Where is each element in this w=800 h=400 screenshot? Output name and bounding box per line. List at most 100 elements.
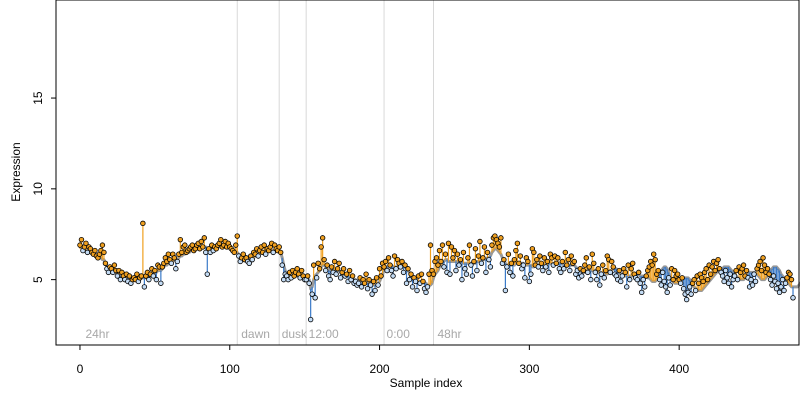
data-point [427, 242, 434, 248]
data-point [408, 271, 414, 277]
data-point [315, 260, 321, 266]
data-point [601, 275, 607, 281]
data-point [231, 249, 237, 256]
data-point [472, 246, 479, 252]
data-points [77, 220, 796, 323]
data-point [378, 273, 384, 279]
data-point [313, 275, 320, 281]
x-axis-title: Sample index [390, 376, 463, 390]
data-point [665, 275, 672, 281]
data-point [204, 271, 210, 277]
data-point [616, 267, 622, 274]
data-point [364, 286, 371, 292]
data-point [546, 269, 552, 276]
data-point [583, 255, 589, 261]
data-point [177, 236, 184, 243]
data-point [99, 242, 106, 248]
data-point [508, 260, 515, 266]
data-point [538, 260, 545, 266]
data-point [628, 266, 634, 272]
data-point [740, 262, 747, 268]
residual-segments [79, 223, 794, 320]
data-point [724, 275, 730, 281]
data-point [474, 267, 480, 274]
data-point [748, 276, 754, 283]
data-point [760, 255, 766, 261]
data-point [114, 273, 121, 279]
data-point [679, 275, 685, 281]
data-point [579, 273, 585, 279]
data-point [465, 255, 471, 261]
data-point [595, 266, 601, 272]
data-point [589, 251, 595, 257]
data-point [541, 255, 548, 261]
data-point [475, 253, 482, 259]
data-point [511, 256, 518, 263]
data-point [233, 242, 239, 248]
data-point [709, 264, 715, 270]
data-point [451, 247, 458, 254]
data-point [535, 264, 542, 270]
data-point [174, 258, 181, 265]
data-point [787, 271, 793, 277]
data-point [309, 291, 315, 297]
data-point [734, 276, 741, 283]
data-point [700, 278, 706, 285]
data-point [522, 275, 528, 281]
y-tick-label: 10 [31, 182, 45, 196]
data-point [460, 249, 467, 256]
data-point [778, 284, 784, 290]
data-point [782, 280, 789, 286]
data-point [568, 253, 575, 259]
data-point [514, 240, 521, 247]
data-point [624, 284, 630, 290]
data-point [610, 264, 616, 270]
data-point [337, 275, 344, 281]
data-point [600, 262, 606, 268]
data-point [751, 271, 757, 277]
data-point [582, 262, 588, 268]
data-point [376, 266, 383, 272]
data-point [591, 260, 597, 266]
data-point [363, 271, 369, 277]
data-point [399, 258, 405, 265]
data-point [369, 291, 375, 297]
data-point [721, 278, 727, 285]
data-point [83, 240, 89, 247]
data-point [140, 220, 146, 227]
data-point [468, 262, 474, 268]
data-point [607, 269, 613, 276]
data-point [655, 267, 661, 274]
data-point [695, 280, 702, 286]
data-point [373, 275, 380, 281]
data-point [504, 264, 510, 270]
data-point [343, 271, 350, 277]
data-point [559, 258, 566, 265]
data-point [598, 271, 604, 277]
data-point [249, 256, 255, 263]
data-point [355, 280, 362, 286]
annotation-label-0: 24hr [85, 327, 109, 341]
data-point [126, 273, 133, 279]
data-point [381, 264, 387, 270]
time-annotations: 24hr dawn dusk 12:00 0:00 48hr [85, 327, 461, 341]
data-point [537, 253, 543, 259]
data-point [609, 258, 615, 265]
data-point [366, 276, 372, 283]
data-point [101, 249, 107, 256]
data-point [634, 276, 640, 283]
data-point [454, 251, 461, 257]
data-point [553, 260, 560, 266]
data-point [501, 256, 507, 263]
data-point [728, 284, 735, 290]
data-point [77, 242, 83, 248]
data-point [712, 267, 718, 274]
data-point [656, 276, 663, 283]
data-point [261, 242, 267, 248]
data-point [505, 251, 512, 257]
data-point [158, 280, 164, 286]
data-point [146, 276, 152, 283]
annotation-label-4: 0:00 [387, 327, 411, 341]
data-point [784, 275, 790, 281]
